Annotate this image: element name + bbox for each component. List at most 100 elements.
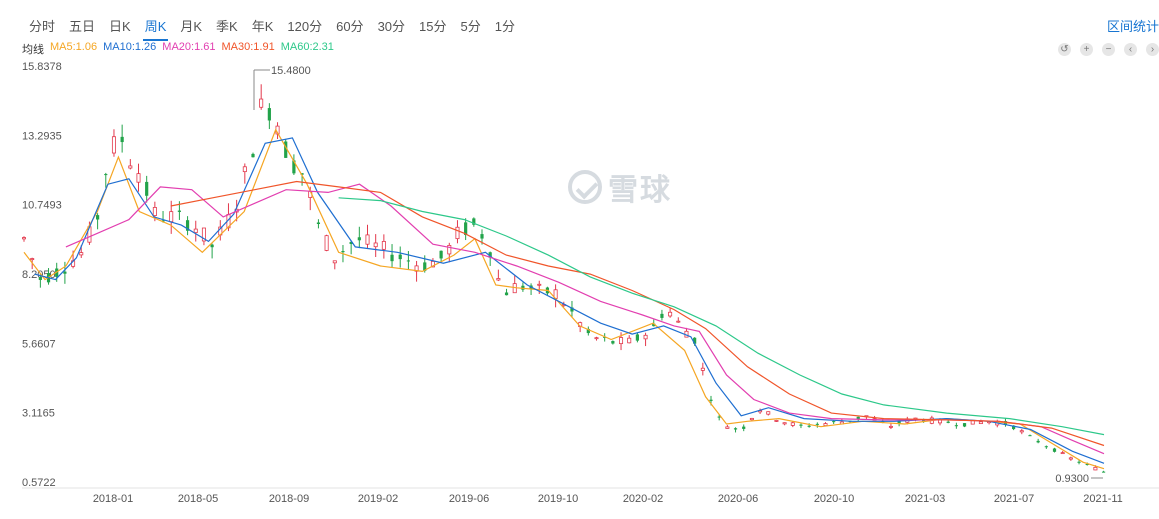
candle-body xyxy=(725,426,730,429)
candle-body xyxy=(1060,452,1065,455)
x-tick-label: 2018-01 xyxy=(93,493,133,505)
ma-legend: 均线 MA5:1.06 MA10:1.26 MA20:1.61 MA30:1.91 MA… xyxy=(22,41,334,57)
y-tick-label: 3.1165 xyxy=(22,408,55,420)
x-tick-label: 2020-02 xyxy=(623,493,663,505)
ma-line-ma10 xyxy=(34,137,1105,464)
x-tick-label: 2019-06 xyxy=(449,493,489,505)
tab-4[interactable]: 月K xyxy=(180,19,203,34)
tab-10[interactable]: 15分 xyxy=(419,19,447,34)
candle-body xyxy=(643,334,648,340)
candle-body xyxy=(96,215,100,220)
candle-body xyxy=(30,258,35,261)
candle-body xyxy=(1044,446,1048,448)
candle-body xyxy=(832,421,836,423)
candle-body xyxy=(185,220,190,231)
candle-body xyxy=(373,242,378,248)
zoom-out-icon[interactable]: − xyxy=(1102,43,1115,56)
legend-item-4: MA60:2.31 xyxy=(280,41,334,53)
candle-body xyxy=(242,166,247,173)
ma-line-ma60 xyxy=(338,197,1105,436)
candle-body xyxy=(152,207,157,216)
candle-body xyxy=(145,181,149,196)
candle-body xyxy=(676,320,681,323)
candle-body xyxy=(332,260,337,264)
candle-body xyxy=(136,173,141,183)
prev-icon[interactable]: ‹ xyxy=(1124,43,1137,56)
candle-body xyxy=(201,227,206,242)
y-tick-label: 13.2935 xyxy=(22,130,62,142)
candle-body xyxy=(21,237,26,240)
candle-body xyxy=(790,422,795,426)
x-tick-label: 2018-05 xyxy=(178,493,218,505)
y-tick-label: 5.6607 xyxy=(22,338,56,350)
candle-body xyxy=(586,328,590,334)
range-stats-link[interactable]: 区间统计 xyxy=(1106,19,1159,34)
candle-body xyxy=(1019,430,1024,433)
y-tick-label: 10.7493 xyxy=(22,200,62,212)
candle-body xyxy=(693,337,697,344)
candle-body xyxy=(357,237,361,241)
candle-body xyxy=(455,226,460,240)
tab-7[interactable]: 120分 xyxy=(287,19,323,34)
x-tick-label: 2019-02 xyxy=(358,493,398,505)
candle-body xyxy=(365,234,370,245)
x-tick-label: 2018-09 xyxy=(269,493,309,505)
candle-body xyxy=(815,423,819,425)
candle-body xyxy=(161,220,165,222)
tab-9[interactable]: 30分 xyxy=(377,19,406,34)
tab-0[interactable]: 分时 xyxy=(29,19,56,34)
candle-body xyxy=(210,244,214,248)
candle-body xyxy=(169,211,174,223)
candle-body xyxy=(120,136,124,143)
candle-body xyxy=(709,399,713,401)
reset-icon[interactable]: ↺ xyxy=(1058,43,1071,56)
next-icon[interactable]: › xyxy=(1146,43,1159,56)
candle-body xyxy=(1101,471,1106,473)
candle-body xyxy=(570,307,574,312)
tab-6[interactable]: 年K xyxy=(251,19,274,34)
candle-body xyxy=(63,271,67,274)
candle-body xyxy=(733,428,738,430)
candle-body xyxy=(1052,448,1057,452)
tab-5[interactable]: 季K xyxy=(216,19,238,34)
candle-body xyxy=(447,245,452,255)
candle-body xyxy=(799,424,803,426)
tab-11[interactable]: 5分 xyxy=(460,19,481,34)
candle-body xyxy=(603,336,607,338)
candle-body xyxy=(978,421,983,425)
candle-body xyxy=(488,252,492,258)
candle-body xyxy=(1036,440,1040,443)
ma-line-ma5 xyxy=(23,128,1105,470)
candle-body xyxy=(946,421,950,423)
candle-body xyxy=(480,234,484,239)
candle-body xyxy=(1012,425,1016,430)
candle-body xyxy=(464,222,468,235)
x-tick-label: 2021-03 xyxy=(905,493,945,505)
xueqiu-logo-icon xyxy=(568,170,602,204)
tab-12[interactable]: 1分 xyxy=(494,19,515,34)
zoom-in-icon[interactable]: + xyxy=(1080,43,1093,56)
x-tick-label: 2021-07 xyxy=(994,493,1034,505)
chart-controls: ↺ + − ‹ › xyxy=(1058,43,1159,56)
max-label: 15.4800 xyxy=(271,65,311,77)
tab-8[interactable]: 60分 xyxy=(336,19,364,34)
candle-body xyxy=(406,260,410,262)
candle-body xyxy=(504,292,509,296)
candle-body xyxy=(398,254,402,260)
tab-3[interactable]: 周K xyxy=(138,10,174,41)
candle-body xyxy=(292,160,296,174)
candle-body xyxy=(79,252,84,256)
legend-item-2: MA20:1.61 xyxy=(162,41,216,53)
tab-1[interactable]: 五日 xyxy=(69,19,96,34)
tab-2[interactable]: 日K xyxy=(109,19,131,34)
candle-body xyxy=(700,367,705,371)
candle-body xyxy=(472,218,476,225)
x-tick-label: 2019-10 xyxy=(538,493,578,505)
candle-body xyxy=(1077,461,1081,463)
candle-body xyxy=(423,262,427,271)
candle-body xyxy=(660,313,664,318)
ma-line-ma20 xyxy=(65,183,1105,455)
candle-body xyxy=(259,98,264,108)
x-tick-label: 2020-10 xyxy=(814,493,854,505)
